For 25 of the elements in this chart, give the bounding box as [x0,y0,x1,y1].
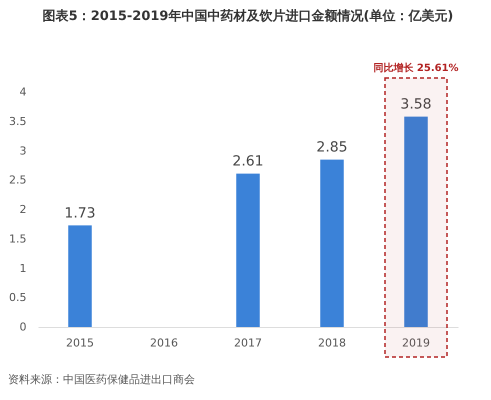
x-tick-label: 2018 [318,336,346,350]
bar [236,174,260,327]
bar [320,160,344,327]
x-tick-label: 2017 [234,336,262,350]
bar [68,225,92,327]
x-tick-label: 2015 [66,336,94,350]
y-tick-label: 3.5 [9,114,26,128]
y-tick-label: 2 [20,203,26,216]
y-tick-label: 4 [20,86,26,98]
x-tick-label: 2016 [150,336,178,350]
band-label: 同比增长 25.61% [373,62,459,74]
y-tick-label: 0.5 [9,291,26,304]
y-tick-label: 1 [20,262,26,275]
data-label: 2.61 [232,154,264,170]
bar [404,116,428,327]
data-label: 2.85 [316,140,348,156]
text: 资料来源：中国医药保健品进出口商会 [8,372,195,387]
y-tick-label: 0 [20,320,26,334]
chart-title: 图表5：2015-2019年中国中药材及饮片进口金额情况(单位：亿美元) [42,8,454,24]
x-tick-label: 2019 [402,336,430,350]
y-tick-label: 1.5 [9,232,26,246]
data-label: 3.58 [400,96,432,113]
y-tick-label: 3 [20,144,26,158]
y-tick-label: 2.5 [9,174,26,187]
data-label: 1.73 [64,205,96,222]
